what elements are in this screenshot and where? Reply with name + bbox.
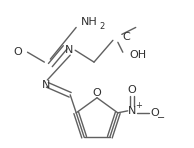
Text: O: O — [93, 88, 101, 98]
Text: N: N — [127, 106, 136, 116]
Text: N: N — [42, 80, 51, 90]
Text: 2: 2 — [99, 22, 105, 31]
Text: −: − — [157, 113, 165, 123]
Text: OH: OH — [129, 50, 146, 60]
Text: N: N — [65, 45, 73, 55]
Text: O: O — [127, 85, 136, 95]
Text: NH: NH — [81, 17, 97, 28]
Text: O: O — [13, 47, 22, 57]
Text: C: C — [122, 32, 130, 42]
Text: +: + — [135, 101, 142, 110]
Text: O: O — [150, 108, 159, 118]
